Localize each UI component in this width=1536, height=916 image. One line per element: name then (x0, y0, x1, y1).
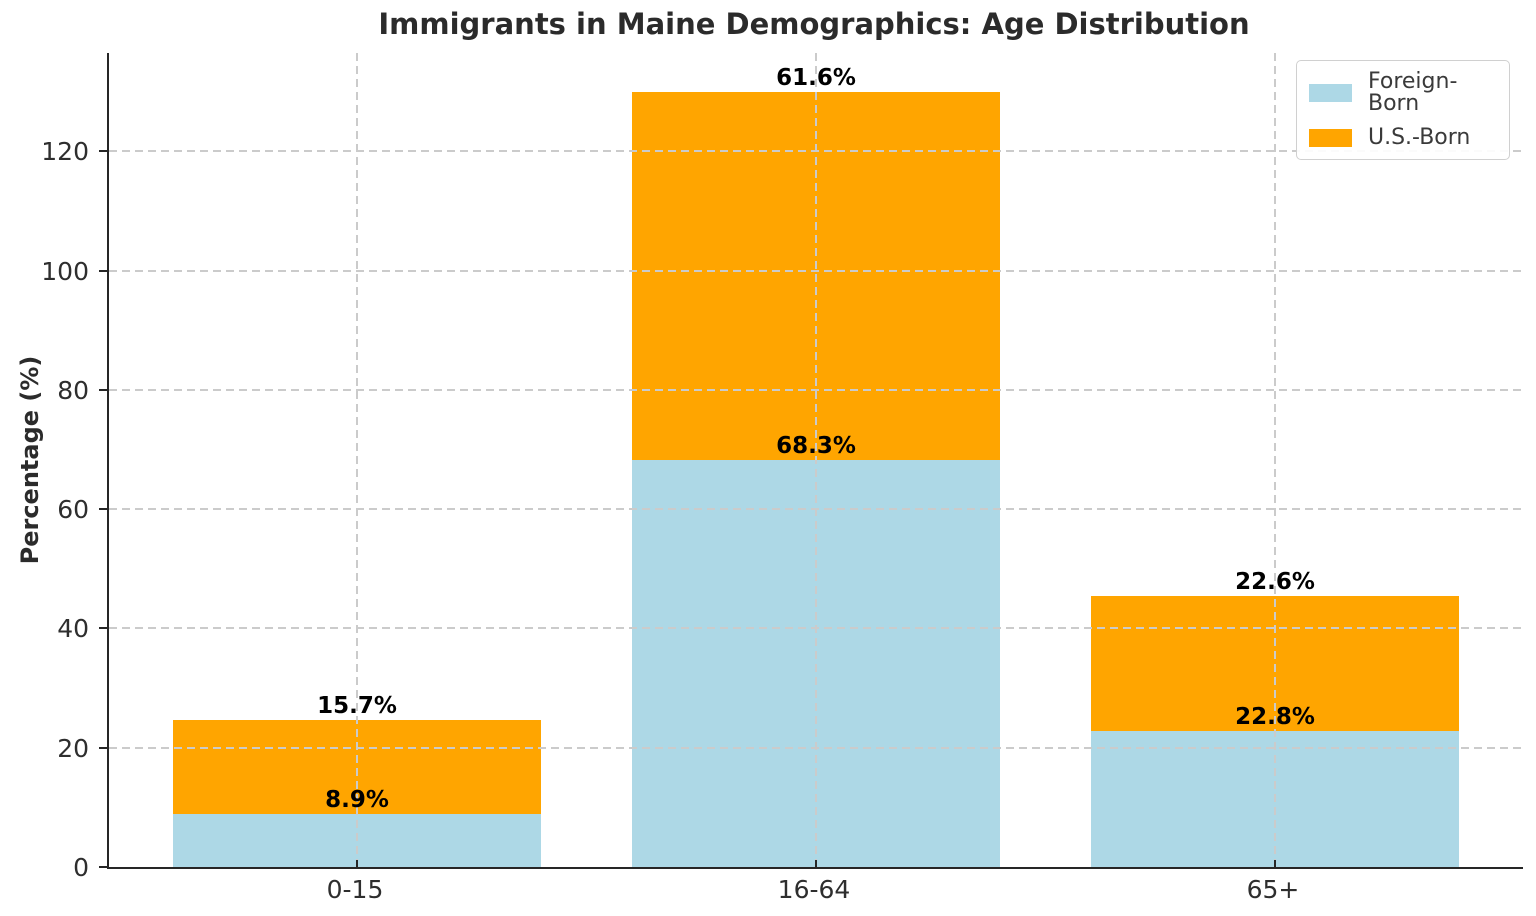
bar-value-label: 8.9% (325, 786, 389, 813)
x-gridline (356, 53, 358, 867)
y-tick-mark (99, 627, 107, 630)
y-tick-mark (99, 866, 107, 868)
legend-item: U.S.-Born (1309, 127, 1497, 149)
x-tick-label: 16-64 (777, 875, 851, 904)
plot-area: 8.9% 15.7% 68.3% 61.6% 22.8% 22.6% (107, 53, 1523, 869)
chart-title: Immigrants in Maine Demographics: Age Di… (378, 7, 1250, 41)
legend-item: Foreign-Born (1309, 71, 1497, 115)
y-tick-label: 0 (73, 853, 89, 882)
y-tick-label: 100 (41, 256, 89, 286)
bar-value-label: 61.6% (776, 65, 856, 92)
y-tick-mark (99, 150, 107, 153)
y-tick-label: 80 (57, 375, 89, 405)
y-tick-label: 60 (57, 495, 89, 525)
y-tick-label: 40 (57, 614, 89, 644)
x-tick-mark (356, 860, 358, 867)
y-tick-label: 20 (57, 733, 89, 763)
y-tick-label: 120 (41, 137, 89, 167)
bar-value-label: 68.3% (776, 432, 856, 459)
x-gridline (815, 53, 817, 867)
y-tick-mark (99, 746, 107, 749)
legend-label: U.S.-Born (1368, 125, 1471, 150)
y-tick-mark (99, 269, 107, 272)
legend-label: Foreign-Born (1368, 69, 1458, 116)
legend-swatch-foreign-born (1309, 84, 1352, 102)
x-gridline (1273, 53, 1276, 867)
y-tick-mark (99, 388, 107, 391)
y-tick-mark (99, 508, 107, 511)
bar-value-label: 22.6% (1235, 569, 1315, 596)
x-tick-label: 0-15 (326, 875, 384, 904)
bar-value-label: 22.8% (1235, 704, 1315, 731)
legend: Foreign-Born U.S.-Born (1296, 60, 1510, 160)
x-tick-label: 65+ (1246, 875, 1300, 904)
legend-swatch-u-s-born (1309, 129, 1352, 147)
x-tick-mark (815, 860, 817, 867)
x-tick-mark (1273, 860, 1276, 867)
bar-value-label: 15.7% (317, 693, 397, 720)
